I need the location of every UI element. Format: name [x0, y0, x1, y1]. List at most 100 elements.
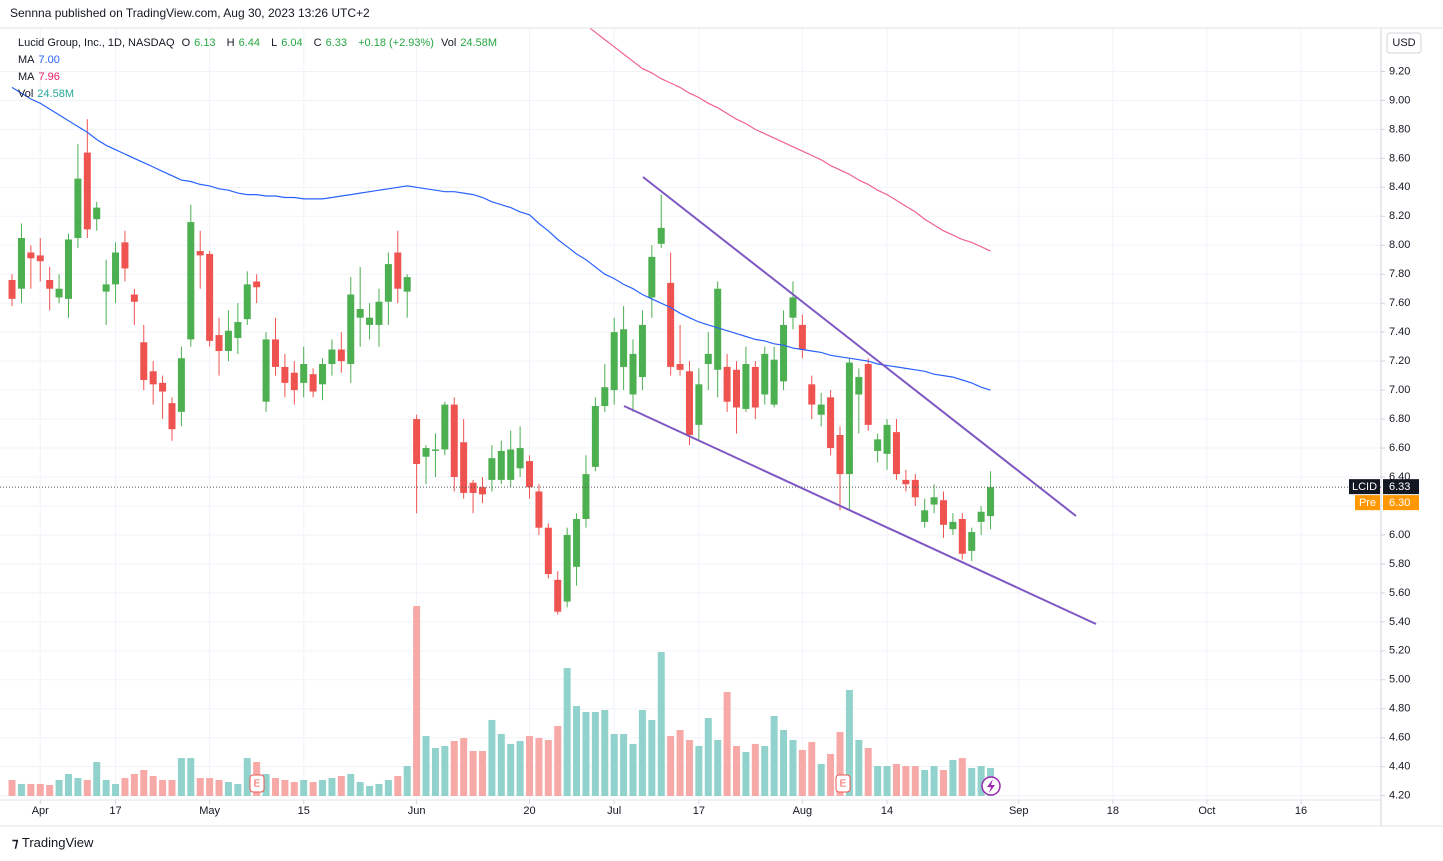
- candle-body: [742, 364, 750, 409]
- x-tick-label: 17: [109, 805, 121, 817]
- volume-bar: [845, 689, 853, 796]
- y-tick-label: 6.60: [1389, 442, 1410, 454]
- earnings-marker[interactable]: [835, 774, 851, 793]
- candle-body: [554, 579, 562, 612]
- ma-line: [11, 86, 991, 391]
- volume-bar: [723, 692, 731, 796]
- volume-bar: [930, 766, 938, 796]
- volume-bar: [130, 773, 138, 796]
- candle-body: [253, 281, 261, 288]
- volume-bar: [431, 748, 439, 796]
- candle-body: [328, 349, 336, 365]
- volume-bar: [64, 773, 72, 796]
- candle-body: [130, 294, 138, 302]
- candle-body: [921, 510, 929, 522]
- x-tick-label: Jul: [607, 805, 621, 817]
- volume-bar: [488, 719, 496, 796]
- candle-body: [892, 432, 900, 475]
- volume-value: 24.58M: [37, 88, 74, 100]
- volume-bar: [271, 778, 279, 796]
- volume-bar: [206, 778, 214, 796]
- candle-body: [74, 178, 82, 239]
- legend-row: Lucid Group, Inc., 1D, NASDAQ O 6.13 H 6.4…: [18, 35, 505, 52]
- volume-bar: [83, 779, 91, 796]
- candle-body: [610, 332, 618, 391]
- candle-body: [422, 448, 430, 457]
- candle-body: [939, 500, 947, 525]
- candle-body: [196, 251, 204, 256]
- ohlc-label: L: [271, 37, 278, 49]
- currency-box[interactable]: [1386, 32, 1422, 54]
- candle-body: [827, 397, 835, 449]
- trend-lines: [623, 176, 1097, 625]
- volume-label: Vol: [18, 88, 34, 100]
- candle-body: [657, 227, 665, 244]
- volume-bar: [733, 746, 741, 796]
- y-tick-label: 9.20: [1389, 65, 1410, 77]
- volume-bar: [102, 779, 110, 796]
- volume-bar: [234, 783, 242, 796]
- candle-body: [648, 256, 656, 298]
- candle-layer: [8, 119, 995, 615]
- event-markers: E E: [249, 774, 1001, 796]
- candle-body: [968, 532, 976, 551]
- volume-bar: [469, 751, 477, 796]
- volume-bar: [591, 712, 599, 796]
- volume-bar: [836, 732, 844, 796]
- y-tick-label: 5.60: [1389, 587, 1410, 599]
- volume-bar: [714, 739, 722, 796]
- footer-logo: ⁊ TradingView: [12, 835, 93, 851]
- trend-line-upper: [642, 176, 1077, 517]
- volume-bar: [526, 736, 534, 796]
- volume-bar: [695, 746, 703, 796]
- legend-row: MA 7.96: [18, 69, 505, 86]
- volume-bar: [685, 739, 693, 796]
- volume-bar: [290, 782, 298, 796]
- candle-body: [629, 353, 637, 395]
- volume-bar: [657, 652, 665, 796]
- volume-bar: [949, 759, 957, 796]
- volume-bar: [74, 778, 82, 796]
- candle-body: [930, 497, 938, 505]
- volume-bar: [337, 776, 345, 796]
- x-tick-label: 18: [1107, 805, 1119, 817]
- y-tick-label: 7.00: [1389, 384, 1410, 396]
- y-tick-label: 4.20: [1389, 790, 1410, 802]
- candle-body: [431, 449, 439, 451]
- y-tick-label: 4.60: [1389, 732, 1410, 744]
- candle-body: [262, 339, 270, 402]
- volume-bar: [620, 733, 628, 796]
- volume-label: Vol: [441, 37, 457, 49]
- x-tick-label: Oct: [1198, 805, 1215, 817]
- volume-bar: [413, 606, 421, 796]
- candle-body: [112, 252, 120, 285]
- volume-bar: [629, 743, 637, 796]
- candle-body: [874, 439, 882, 451]
- price-marks: LCID 6.33 Pre 6.30: [0, 479, 1419, 511]
- volume-bar: [761, 746, 769, 796]
- volume-bar: [497, 733, 505, 796]
- candle-body: [704, 353, 712, 365]
- volume-bar: [177, 758, 185, 796]
- volume-bar: [817, 763, 825, 796]
- candle-body: [356, 308, 364, 318]
- ohlc-value: 6.33: [325, 37, 348, 49]
- volume-bar: [55, 779, 63, 796]
- price-tag-symbol: LCID: [1352, 481, 1377, 493]
- candle-body: [413, 419, 421, 464]
- volume-layer: [8, 606, 995, 796]
- candle-body: [949, 521, 957, 530]
- volume-bar: [874, 766, 882, 796]
- volume-bar: [36, 783, 44, 796]
- volume-bar: [742, 752, 750, 796]
- candle-body: [121, 242, 129, 269]
- y-tick-label: 5.20: [1389, 645, 1410, 657]
- earnings-marker[interactable]: [249, 774, 265, 793]
- volume-bar: [798, 749, 806, 796]
- volume-bar: [780, 729, 788, 796]
- candle-body: [8, 280, 16, 299]
- candle-body: [300, 364, 308, 383]
- volume-bar: [808, 742, 816, 796]
- candle-body: [987, 487, 995, 517]
- y-tick-label: 8.40: [1389, 181, 1410, 193]
